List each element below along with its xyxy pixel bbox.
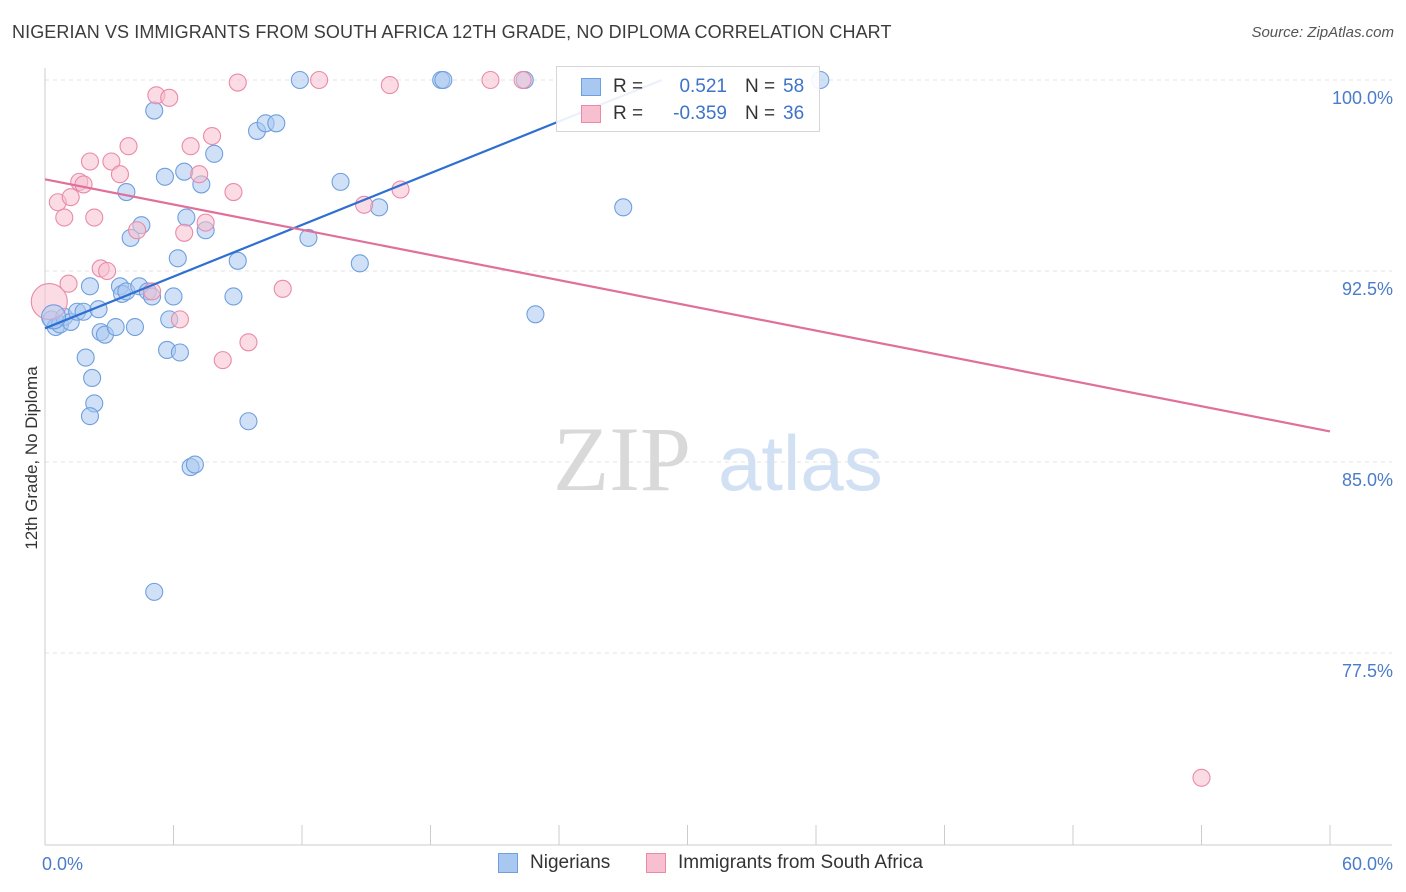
point-nigerians <box>331 172 350 191</box>
point-nigerians <box>205 144 224 163</box>
y-tick-label: 77.5% <box>1342 661 1393 681</box>
point-south-africa <box>1192 768 1211 787</box>
legend-row-nigerians: R = 0.521 N = 58 <box>581 75 804 99</box>
point-south-africa <box>181 137 200 156</box>
x-tick-label: 60.0% <box>1342 854 1393 874</box>
point-nigerians <box>164 287 183 306</box>
point-nigerians <box>239 412 258 431</box>
series-points <box>30 70 1211 787</box>
point-nigerians <box>175 162 194 181</box>
point-south-africa <box>160 88 179 107</box>
legend-item-south-africa[interactable]: Immigrants from South Africa <box>646 852 923 874</box>
point-south-africa <box>196 213 215 232</box>
legend-label-nigerians: Nigerians <box>530 852 611 873</box>
point-south-africa <box>380 76 399 95</box>
point-south-africa <box>128 221 147 240</box>
point-south-africa <box>213 351 232 370</box>
legend-item-nigerians[interactable]: Nigerians <box>498 852 610 874</box>
point-nigerians <box>434 70 453 90</box>
point-south-africa <box>110 165 130 184</box>
point-south-africa <box>310 70 329 90</box>
point-south-africa <box>61 188 80 207</box>
point-south-africa <box>513 70 532 90</box>
x-tick-labels: 0.0% 60.0% <box>42 854 1393 874</box>
point-south-africa <box>170 310 189 329</box>
point-nigerians <box>290 70 309 90</box>
y-tick-labels: 100.0% 92.5% 85.0% 77.5% <box>1332 88 1393 681</box>
point-nigerians <box>145 582 164 601</box>
watermark: ZIP atlas <box>553 408 883 510</box>
point-nigerians <box>76 348 95 367</box>
point-nigerians <box>614 198 633 217</box>
legend-swatch-nigerians <box>581 78 601 96</box>
legend-n-value: 36 <box>783 103 805 124</box>
y-tick-label: 85.0% <box>1342 470 1393 490</box>
legend-swatch-south-africa <box>646 853 666 873</box>
legend-r-label: R = <box>613 76 644 97</box>
point-south-africa <box>85 208 104 227</box>
legend-label-south-africa: Immigrants from South Africa <box>678 852 923 873</box>
point-nigerians <box>80 277 100 296</box>
point-nigerians <box>370 198 389 217</box>
watermark-atlas: atlas <box>718 419 883 507</box>
point-nigerians <box>526 305 545 324</box>
watermark-zip: ZIP <box>553 408 691 510</box>
point-south-africa <box>80 152 100 171</box>
point-south-africa <box>175 223 194 242</box>
legend-swatch-south-africa <box>581 105 601 123</box>
correlation-legend: R = 0.521 N = 58 R = -0.359 N = 36 <box>556 66 820 132</box>
point-south-africa <box>228 73 247 92</box>
legend-r-value: -0.359 <box>673 103 727 124</box>
legend-r-label: R = <box>613 103 644 124</box>
point-south-africa <box>203 126 222 146</box>
point-south-africa <box>239 333 258 352</box>
point-south-africa <box>59 274 78 293</box>
point-nigerians <box>80 407 100 426</box>
legend-n-label: N = <box>745 76 776 97</box>
point-nigerians <box>185 455 204 474</box>
point-nigerians <box>106 317 125 337</box>
y-tick-label: 92.5% <box>1342 279 1393 299</box>
point-south-africa <box>224 183 243 202</box>
point-nigerians <box>170 343 189 362</box>
point-south-africa <box>481 70 500 90</box>
y-tick-label: 100.0% <box>1332 88 1393 108</box>
point-nigerians <box>224 287 243 306</box>
legend-r-value: 0.521 <box>679 76 727 97</box>
trendline-south-africa <box>44 178 1331 433</box>
point-nigerians <box>155 167 174 186</box>
point-south-africa <box>273 279 292 298</box>
legend-row-south-africa: R = -0.359 N = 36 <box>581 102 804 126</box>
point-nigerians <box>168 249 187 268</box>
point-nigerians <box>125 317 144 337</box>
point-south-africa <box>102 152 121 171</box>
point-nigerians <box>117 183 136 202</box>
gridlines <box>45 79 1392 654</box>
point-south-africa <box>74 175 93 194</box>
legend-n-label: N = <box>745 103 776 124</box>
point-south-africa <box>98 261 117 281</box>
point-nigerians <box>267 114 286 133</box>
point-nigerians <box>299 228 318 247</box>
point-south-africa <box>55 208 74 227</box>
source-label: Source: ZipAtlas.com <box>1251 24 1394 41</box>
point-nigerians <box>350 254 369 273</box>
point-south-africa <box>119 137 138 156</box>
x-tick-label: 0.0% <box>42 854 83 874</box>
point-nigerians <box>145 101 164 120</box>
point-nigerians <box>177 208 196 227</box>
y-axis-label: 12th Grade, No Diploma <box>22 366 41 550</box>
legend-n-value: 58 <box>783 76 805 97</box>
point-south-africa <box>190 165 209 184</box>
point-nigerians <box>83 368 102 388</box>
point-nigerians <box>228 251 247 270</box>
axes <box>44 68 1392 846</box>
legend-swatch-nigerians <box>498 853 518 873</box>
series-legend: Nigerians Immigrants from South Africa <box>0 852 1406 878</box>
chart-title: NIGERIAN VS IMMIGRANTS FROM SOUTH AFRICA… <box>12 22 892 42</box>
